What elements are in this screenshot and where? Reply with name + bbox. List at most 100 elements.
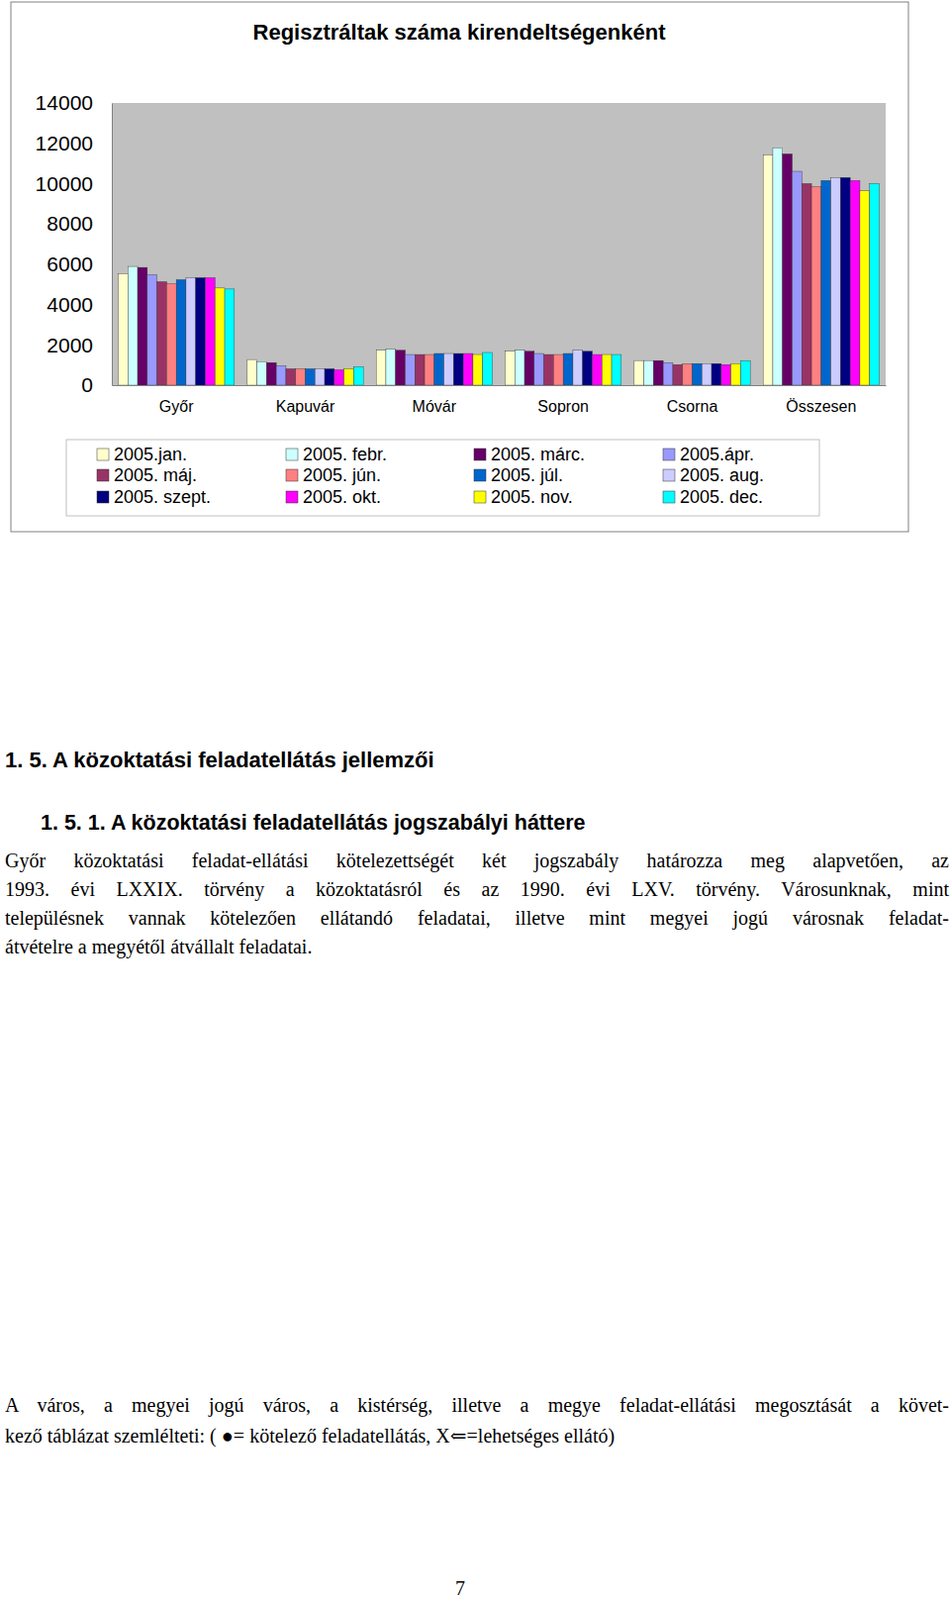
- bar: [524, 351, 535, 385]
- legend-label: 2005. jún.: [302, 465, 381, 485]
- legend-item: 2005. febr.: [285, 444, 387, 465]
- bar: [721, 364, 732, 385]
- legend: 2005.jan.2005. febr.2005. márc.2005.ápr.…: [66, 439, 820, 516]
- bar: [147, 274, 158, 385]
- bar: [801, 183, 812, 385]
- legend-box: [66, 439, 820, 516]
- bar: [672, 364, 683, 385]
- page-number: 7: [410, 1573, 510, 1600]
- bar: [731, 363, 742, 385]
- legend-swatch: [663, 490, 675, 503]
- bar: [611, 354, 622, 385]
- bar: [505, 351, 516, 385]
- paragraph-line: kező táblázat szemlélteti: ( ●= kötelező…: [4, 1421, 950, 1449]
- bar: [385, 349, 396, 385]
- bar: [157, 282, 168, 385]
- bar: [424, 354, 435, 385]
- bar: [137, 267, 148, 385]
- bar: [821, 180, 832, 385]
- bar: [414, 354, 425, 385]
- legend-item: 2005. okt.: [285, 486, 381, 507]
- legend-label: 2005. dec.: [679, 486, 763, 507]
- bar: [840, 177, 851, 385]
- legend-item: 2005. júl.: [474, 465, 564, 485]
- x-tick-label: Sopron: [537, 397, 589, 415]
- bar: [285, 369, 296, 385]
- bar: [563, 353, 573, 385]
- bar: [247, 359, 258, 385]
- bar: [859, 190, 870, 385]
- y-tick-label: 12000: [35, 131, 94, 155]
- legend-label: 2005. máj.: [113, 465, 197, 485]
- bar: [740, 360, 751, 385]
- legend-swatch: [96, 490, 109, 503]
- legend-item: 2005. aug.: [663, 465, 764, 485]
- bars: [118, 147, 880, 385]
- chart: Regisztráltak száma kirendeltségenként02…: [0, 0, 950, 540]
- bar: [257, 361, 268, 385]
- legend-label: 2005. szept.: [113, 486, 211, 507]
- legend-item: 2005. dec.: [663, 486, 763, 507]
- legend-item: 2005. márc.: [474, 444, 585, 465]
- y-tick: 2000: [46, 333, 112, 357]
- legend-swatch: [285, 490, 298, 503]
- x-tick: Sopron: [537, 384, 589, 415]
- legend-label: 2005. júl.: [490, 465, 564, 485]
- bar: [601, 354, 612, 385]
- legend-swatch: [663, 448, 675, 461]
- y-axis: 0 2000 4000 6000 8000 10000 12000 14000: [35, 91, 113, 396]
- bar: [553, 354, 564, 385]
- x-tick-label: Győr: [159, 397, 194, 415]
- x-axis: GyőrKapuvárMóvárSopronCsornaÖsszesen: [112, 384, 887, 415]
- y-tick-label: 14000: [35, 91, 94, 114]
- legend-item: 2005. nov.: [474, 486, 573, 507]
- bar: [444, 353, 455, 385]
- y-tick-label: 8000: [46, 211, 94, 235]
- x-tick: Összesen: [785, 384, 856, 415]
- bar: [295, 369, 306, 385]
- bar: [591, 354, 602, 385]
- y-tick: 8000: [46, 211, 112, 235]
- legend-swatch: [663, 469, 675, 481]
- bar: [344, 369, 355, 385]
- bar: [831, 177, 842, 385]
- heading: 1. 5. A közoktatási feladatellátás jelle…: [4, 746, 435, 774]
- x-axis-line: [112, 384, 887, 386]
- bar: [127, 266, 138, 385]
- bar: [634, 360, 645, 385]
- bar: [405, 354, 416, 385]
- y-tick-label: 0: [81, 373, 94, 396]
- paragraph-line: településnek vannak kötelezően ellátandó…: [4, 903, 950, 932]
- bar: [376, 350, 386, 385]
- legend-item: 2005. jún.: [285, 465, 381, 485]
- y-tick: 4000: [46, 292, 112, 316]
- bar: [663, 362, 673, 385]
- y-tick-label: 6000: [46, 252, 94, 276]
- bar: [463, 353, 474, 385]
- x-tick-label: Összesen: [785, 397, 856, 415]
- bar: [434, 353, 445, 385]
- legend-label: 2005. márc.: [490, 444, 585, 465]
- legend-swatch: [285, 469, 298, 481]
- y-axis-line: [111, 103, 113, 386]
- legend-item: 2005.jan.: [96, 444, 188, 465]
- bar: [711, 363, 722, 385]
- bar: [772, 147, 783, 385]
- bar: [314, 369, 325, 385]
- y-tick: 10000: [35, 172, 112, 195]
- bar: [266, 362, 277, 385]
- bar: [353, 366, 364, 385]
- legend-swatch: [474, 448, 486, 461]
- bar: [514, 350, 525, 385]
- legend-swatch: [96, 448, 109, 461]
- bar: [653, 360, 664, 385]
- paragraph-line: 1993. évi LXXIX. törvény a közoktatásról…: [4, 874, 950, 903]
- bar: [224, 288, 235, 385]
- x-tick: Kapuvár: [276, 384, 336, 415]
- bar: [869, 183, 880, 385]
- bar: [186, 277, 196, 385]
- paragraph-line: A város, a megyei jogú város, a kistérsé…: [4, 1390, 950, 1419]
- x-tick: Győr: [159, 384, 194, 415]
- bar: [324, 369, 335, 385]
- bar: [811, 186, 822, 385]
